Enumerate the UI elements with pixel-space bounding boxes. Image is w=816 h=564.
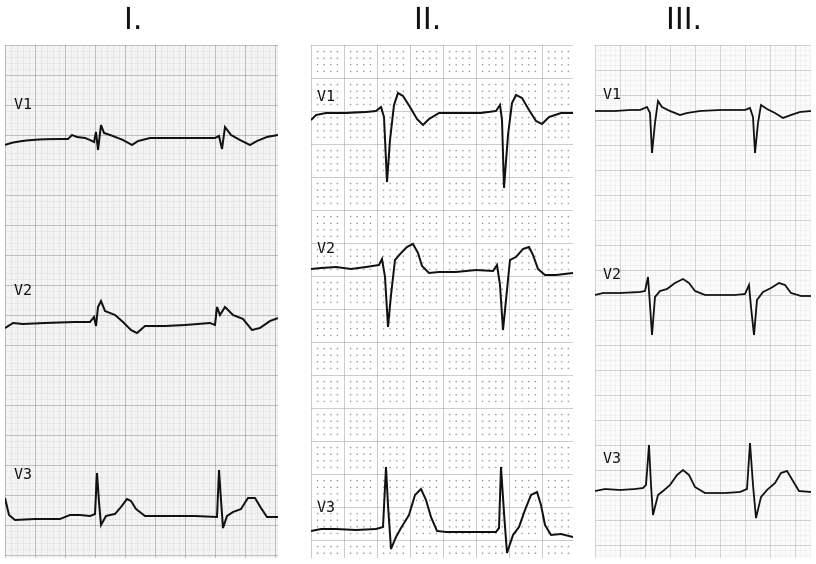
panel-2-lead-v1-label: V1 [317, 87, 336, 105]
ecg-trace-panel-1-v2 [5, 298, 278, 335]
panel-1-lead-v2-label: V2 [14, 281, 33, 299]
panel-3-title: III. [666, 2, 703, 37]
ecg-grid-panel-1 [5, 45, 278, 558]
panel-3-lead-v1-label: V1 [603, 85, 622, 103]
ecg-trace-panel-1-v1 [5, 124, 278, 151]
ecg-strip-panel-2 [311, 45, 573, 558]
panel-1-lead-v1-label: V1 [14, 95, 33, 113]
panel-2-lead-v3-label: V3 [317, 498, 336, 516]
ecg-strip-panel-3 [595, 45, 811, 558]
ecg-trace-panel-3-v1 [595, 98, 811, 154]
panel-1-lead-v3-label: V3 [14, 465, 33, 483]
ecg-trace-panel-2-v3 [311, 466, 573, 554]
panel-3-lead-v2-label: V2 [603, 265, 622, 283]
ecg-trace-panel-2-v1 [311, 91, 573, 189]
panel-2-lead-v2-label: V2 [317, 239, 336, 257]
ecg-trace-panel-3-v3 [595, 442, 811, 519]
panel-2-title: II. [414, 2, 442, 37]
ecg-trace-panel-3-v2 [595, 276, 811, 336]
ecg-grid-panel-2 [311, 45, 573, 558]
panel-1-title: I. [124, 2, 143, 37]
ecg-trace-panel-1-v3 [5, 469, 278, 529]
panel-3-lead-v3-label: V3 [603, 449, 622, 467]
ecg-strip-panel-1 [5, 45, 278, 558]
ecg-grid-panel-3 [595, 45, 811, 558]
ecg-trace-panel-2-v2 [311, 242, 573, 331]
